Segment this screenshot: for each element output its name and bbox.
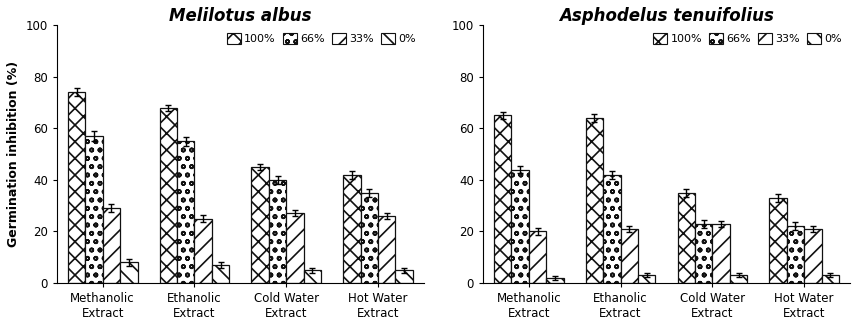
Bar [378,216,395,283]
Bar [585,118,603,283]
Bar [212,265,230,283]
Bar [85,136,103,283]
Y-axis label: Germination inhibition (%): Germination inhibition (%) [7,61,20,247]
Bar [546,278,564,283]
Bar [678,193,695,283]
Bar [603,175,620,283]
Bar [804,229,822,283]
Bar [251,167,269,283]
Bar [103,208,120,283]
Bar [712,224,730,283]
Bar [638,275,656,283]
Bar [177,141,195,283]
Bar [695,224,712,283]
Title: Asphodelus tenuifolius: Asphodelus tenuifolius [559,7,774,25]
Bar [620,229,638,283]
Bar [770,198,787,283]
Bar [494,115,512,283]
Bar [286,214,303,283]
Bar [68,92,85,283]
Bar [195,218,212,283]
Bar [343,175,361,283]
Bar [361,193,378,283]
Bar [529,232,546,283]
Bar [159,108,177,283]
Bar [269,180,286,283]
Bar [512,169,529,283]
Bar [395,270,413,283]
Legend: 100%, 66%, 33%, 0%: 100%, 66%, 33%, 0% [225,31,418,46]
Bar [730,275,747,283]
Title: Melilotus albus: Melilotus albus [169,7,312,25]
Bar [120,262,137,283]
Bar [822,275,839,283]
Legend: 100%, 66%, 33%, 0%: 100%, 66%, 33%, 0% [650,31,844,46]
Bar [303,270,321,283]
Bar [787,226,804,283]
